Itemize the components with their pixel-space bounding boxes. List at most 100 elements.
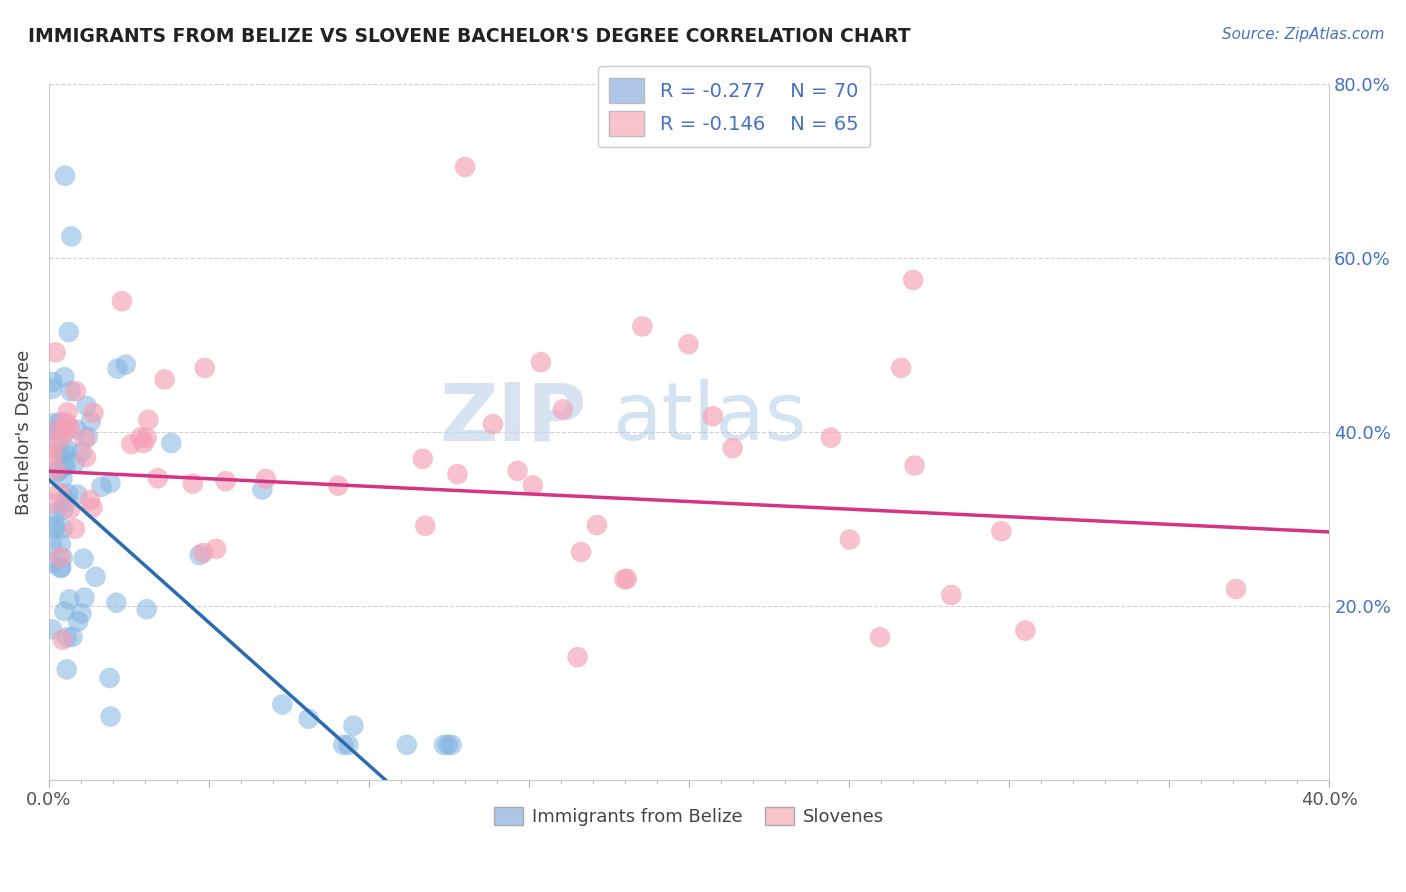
Point bbox=[49, 537, 72, 551]
Point bbox=[45, 462, 67, 476]
Point bbox=[53, 370, 76, 384]
Point bbox=[193, 546, 215, 560]
Point bbox=[413, 518, 436, 533]
Point bbox=[65, 384, 87, 399]
Text: atlas: atlas bbox=[612, 379, 807, 457]
Point bbox=[567, 650, 589, 665]
Point bbox=[60, 229, 83, 244]
Point bbox=[337, 738, 360, 752]
Point bbox=[82, 500, 104, 515]
Point bbox=[45, 505, 67, 519]
Point bbox=[395, 738, 418, 752]
Point bbox=[46, 433, 69, 447]
Point bbox=[613, 572, 636, 586]
Point bbox=[73, 591, 96, 605]
Point bbox=[146, 471, 169, 485]
Y-axis label: Bachelor's Degree: Bachelor's Degree bbox=[15, 350, 32, 515]
Point bbox=[48, 463, 70, 477]
Point bbox=[254, 472, 277, 486]
Point bbox=[869, 630, 891, 644]
Point bbox=[586, 518, 609, 533]
Point bbox=[252, 483, 274, 497]
Point bbox=[569, 545, 592, 559]
Point bbox=[41, 537, 63, 551]
Point bbox=[454, 160, 477, 174]
Point bbox=[328, 478, 350, 492]
Point bbox=[53, 604, 76, 618]
Point bbox=[46, 423, 69, 437]
Point bbox=[63, 456, 86, 470]
Point bbox=[56, 487, 79, 501]
Point bbox=[297, 712, 319, 726]
Point bbox=[98, 671, 121, 685]
Point bbox=[83, 406, 105, 420]
Point bbox=[49, 550, 72, 565]
Point bbox=[631, 319, 654, 334]
Point bbox=[530, 355, 553, 369]
Point bbox=[120, 437, 142, 451]
Point bbox=[59, 384, 82, 399]
Point bbox=[62, 630, 84, 644]
Legend: Immigrants from Belize, Slovenes: Immigrants from Belize, Slovenes bbox=[488, 799, 891, 833]
Point bbox=[90, 480, 112, 494]
Point bbox=[73, 432, 96, 446]
Point bbox=[72, 551, 94, 566]
Point bbox=[76, 430, 98, 444]
Point bbox=[55, 423, 77, 437]
Point bbox=[41, 375, 63, 389]
Point bbox=[105, 596, 128, 610]
Point bbox=[446, 467, 468, 482]
Point bbox=[41, 442, 63, 456]
Point bbox=[56, 442, 79, 457]
Point bbox=[52, 471, 75, 485]
Point bbox=[41, 622, 63, 636]
Point bbox=[63, 522, 86, 536]
Point bbox=[55, 662, 77, 676]
Point bbox=[75, 399, 97, 413]
Point bbox=[41, 448, 63, 462]
Point bbox=[205, 541, 228, 556]
Point bbox=[55, 494, 77, 508]
Point bbox=[52, 550, 75, 565]
Point bbox=[616, 572, 638, 586]
Point bbox=[1014, 624, 1036, 638]
Point bbox=[52, 522, 75, 536]
Point bbox=[70, 607, 93, 621]
Point bbox=[160, 436, 183, 450]
Point bbox=[51, 431, 73, 445]
Point bbox=[75, 450, 97, 465]
Point bbox=[48, 485, 70, 500]
Point bbox=[132, 436, 155, 450]
Point bbox=[44, 522, 66, 536]
Point bbox=[990, 524, 1012, 539]
Point bbox=[522, 478, 544, 492]
Point bbox=[437, 738, 460, 752]
Point bbox=[67, 615, 90, 629]
Point bbox=[702, 409, 724, 424]
Point bbox=[214, 474, 236, 488]
Point bbox=[55, 631, 77, 645]
Point bbox=[70, 445, 93, 459]
Point bbox=[890, 360, 912, 375]
Point bbox=[820, 431, 842, 445]
Point bbox=[941, 588, 963, 602]
Point bbox=[412, 451, 434, 466]
Point bbox=[271, 698, 294, 712]
Point bbox=[46, 424, 69, 438]
Point bbox=[1225, 582, 1247, 596]
Point bbox=[51, 560, 73, 574]
Point bbox=[58, 592, 80, 607]
Point bbox=[79, 415, 101, 429]
Point bbox=[84, 570, 107, 584]
Point bbox=[100, 476, 122, 491]
Point bbox=[65, 423, 87, 437]
Point bbox=[440, 738, 463, 752]
Point bbox=[52, 632, 75, 647]
Point bbox=[41, 382, 63, 396]
Point bbox=[53, 169, 76, 183]
Point bbox=[721, 441, 744, 455]
Point bbox=[138, 413, 160, 427]
Point bbox=[49, 448, 72, 462]
Point bbox=[903, 458, 925, 473]
Text: IMMIGRANTS FROM BELIZE VS SLOVENE BACHELOR'S DEGREE CORRELATION CHART: IMMIGRANTS FROM BELIZE VS SLOVENE BACHEL… bbox=[28, 27, 911, 45]
